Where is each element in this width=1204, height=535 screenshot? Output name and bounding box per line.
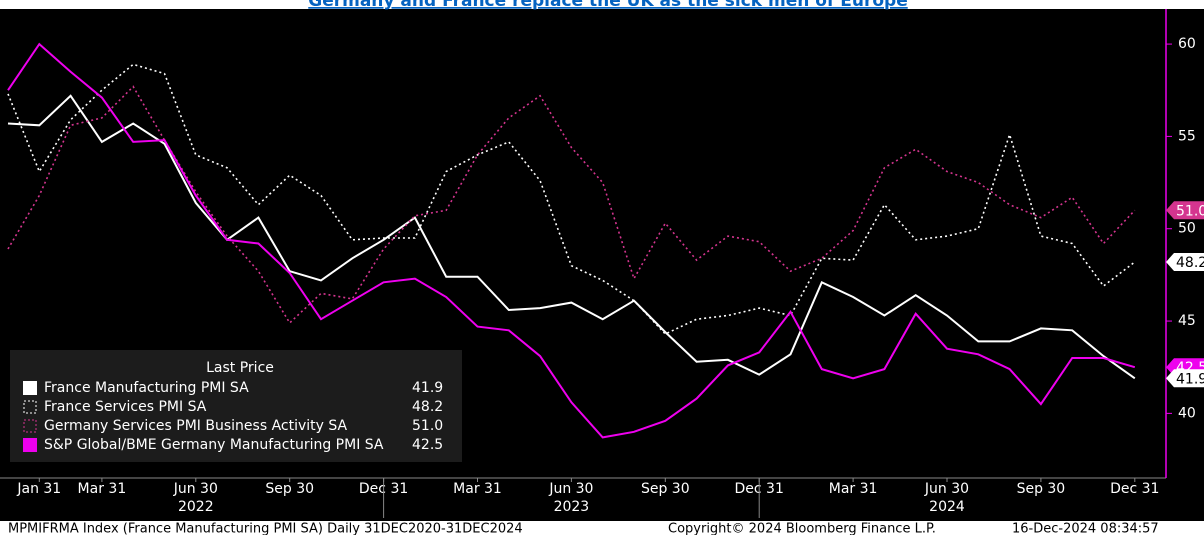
x-tick-label: Sep 30 <box>265 481 314 497</box>
last-price-tag-label: 51.0 <box>1176 203 1204 219</box>
legend-label: France Manufacturing PMI SA <box>44 380 249 396</box>
y-tick-label: 60 <box>1178 36 1196 52</box>
x-tick-label: Jun 30 <box>924 481 969 497</box>
series-line <box>7 42 1136 439</box>
last-price-tag <box>1166 252 1204 271</box>
legend-last-price: 42.5 <box>412 437 443 453</box>
last-price-tag <box>1166 201 1204 220</box>
last-price-tag <box>1166 369 1204 388</box>
last-price-tag-label: 41.9 <box>1176 371 1204 387</box>
y-tick-label: 45 <box>1178 313 1196 329</box>
year-label: 2024 <box>929 499 965 515</box>
x-tick-label: Jun 30 <box>173 481 218 497</box>
x-tick-label: Mar 31 <box>453 481 502 497</box>
x-tick-label: Sep 30 <box>641 481 690 497</box>
legend-title: Last Price <box>206 360 274 376</box>
footer-strip <box>0 521 1204 535</box>
legend-swatch <box>23 400 37 414</box>
y-tick-label: 50 <box>1178 221 1196 237</box>
legend-swatch <box>23 438 37 452</box>
legend-label: France Services PMI SA <box>44 399 207 415</box>
x-tick-label: Dec 31 <box>1110 481 1159 497</box>
legend-last-price: 41.9 <box>412 380 443 396</box>
legend-label: Germany Services PMI Business Activity S… <box>44 418 348 434</box>
legend-swatch <box>23 381 37 395</box>
series-line <box>7 63 1136 335</box>
legend-swatch <box>23 419 37 433</box>
x-tick-label: Jan 31 <box>16 481 61 497</box>
last-price-tag-label: 48.2 <box>1176 255 1204 271</box>
year-label: 2023 <box>554 499 590 515</box>
y-tick-label: 55 <box>1178 128 1196 144</box>
chart-title: Germany and France replace the UK as the… <box>308 0 907 11</box>
footer-text: 16-Dec-2024 08:34:57 <box>1012 522 1159 535</box>
series-line <box>7 94 1136 380</box>
year-label: 2022 <box>178 499 214 515</box>
x-tick-label: Mar 31 <box>78 481 127 497</box>
title-strip <box>0 0 1204 9</box>
x-tick-label: Mar 31 <box>829 481 878 497</box>
legend-last-price: 48.2 <box>412 399 443 415</box>
footer-text: Copyright© 2024 Bloomberg Finance L.P. <box>668 522 936 535</box>
legend-last-price: 51.0 <box>412 418 443 434</box>
y-tick-label: 40 <box>1178 405 1196 421</box>
x-tick-label: Jun 30 <box>548 481 593 497</box>
series-line <box>7 85 1136 325</box>
x-tick-label: Sep 30 <box>1017 481 1066 497</box>
legend-label: S&P Global/BME Germany Manufacturing PMI… <box>44 437 384 453</box>
footer-text: MPMIFRMA Index (France Manufacturing PMI… <box>8 522 523 535</box>
legend-box <box>10 350 462 462</box>
